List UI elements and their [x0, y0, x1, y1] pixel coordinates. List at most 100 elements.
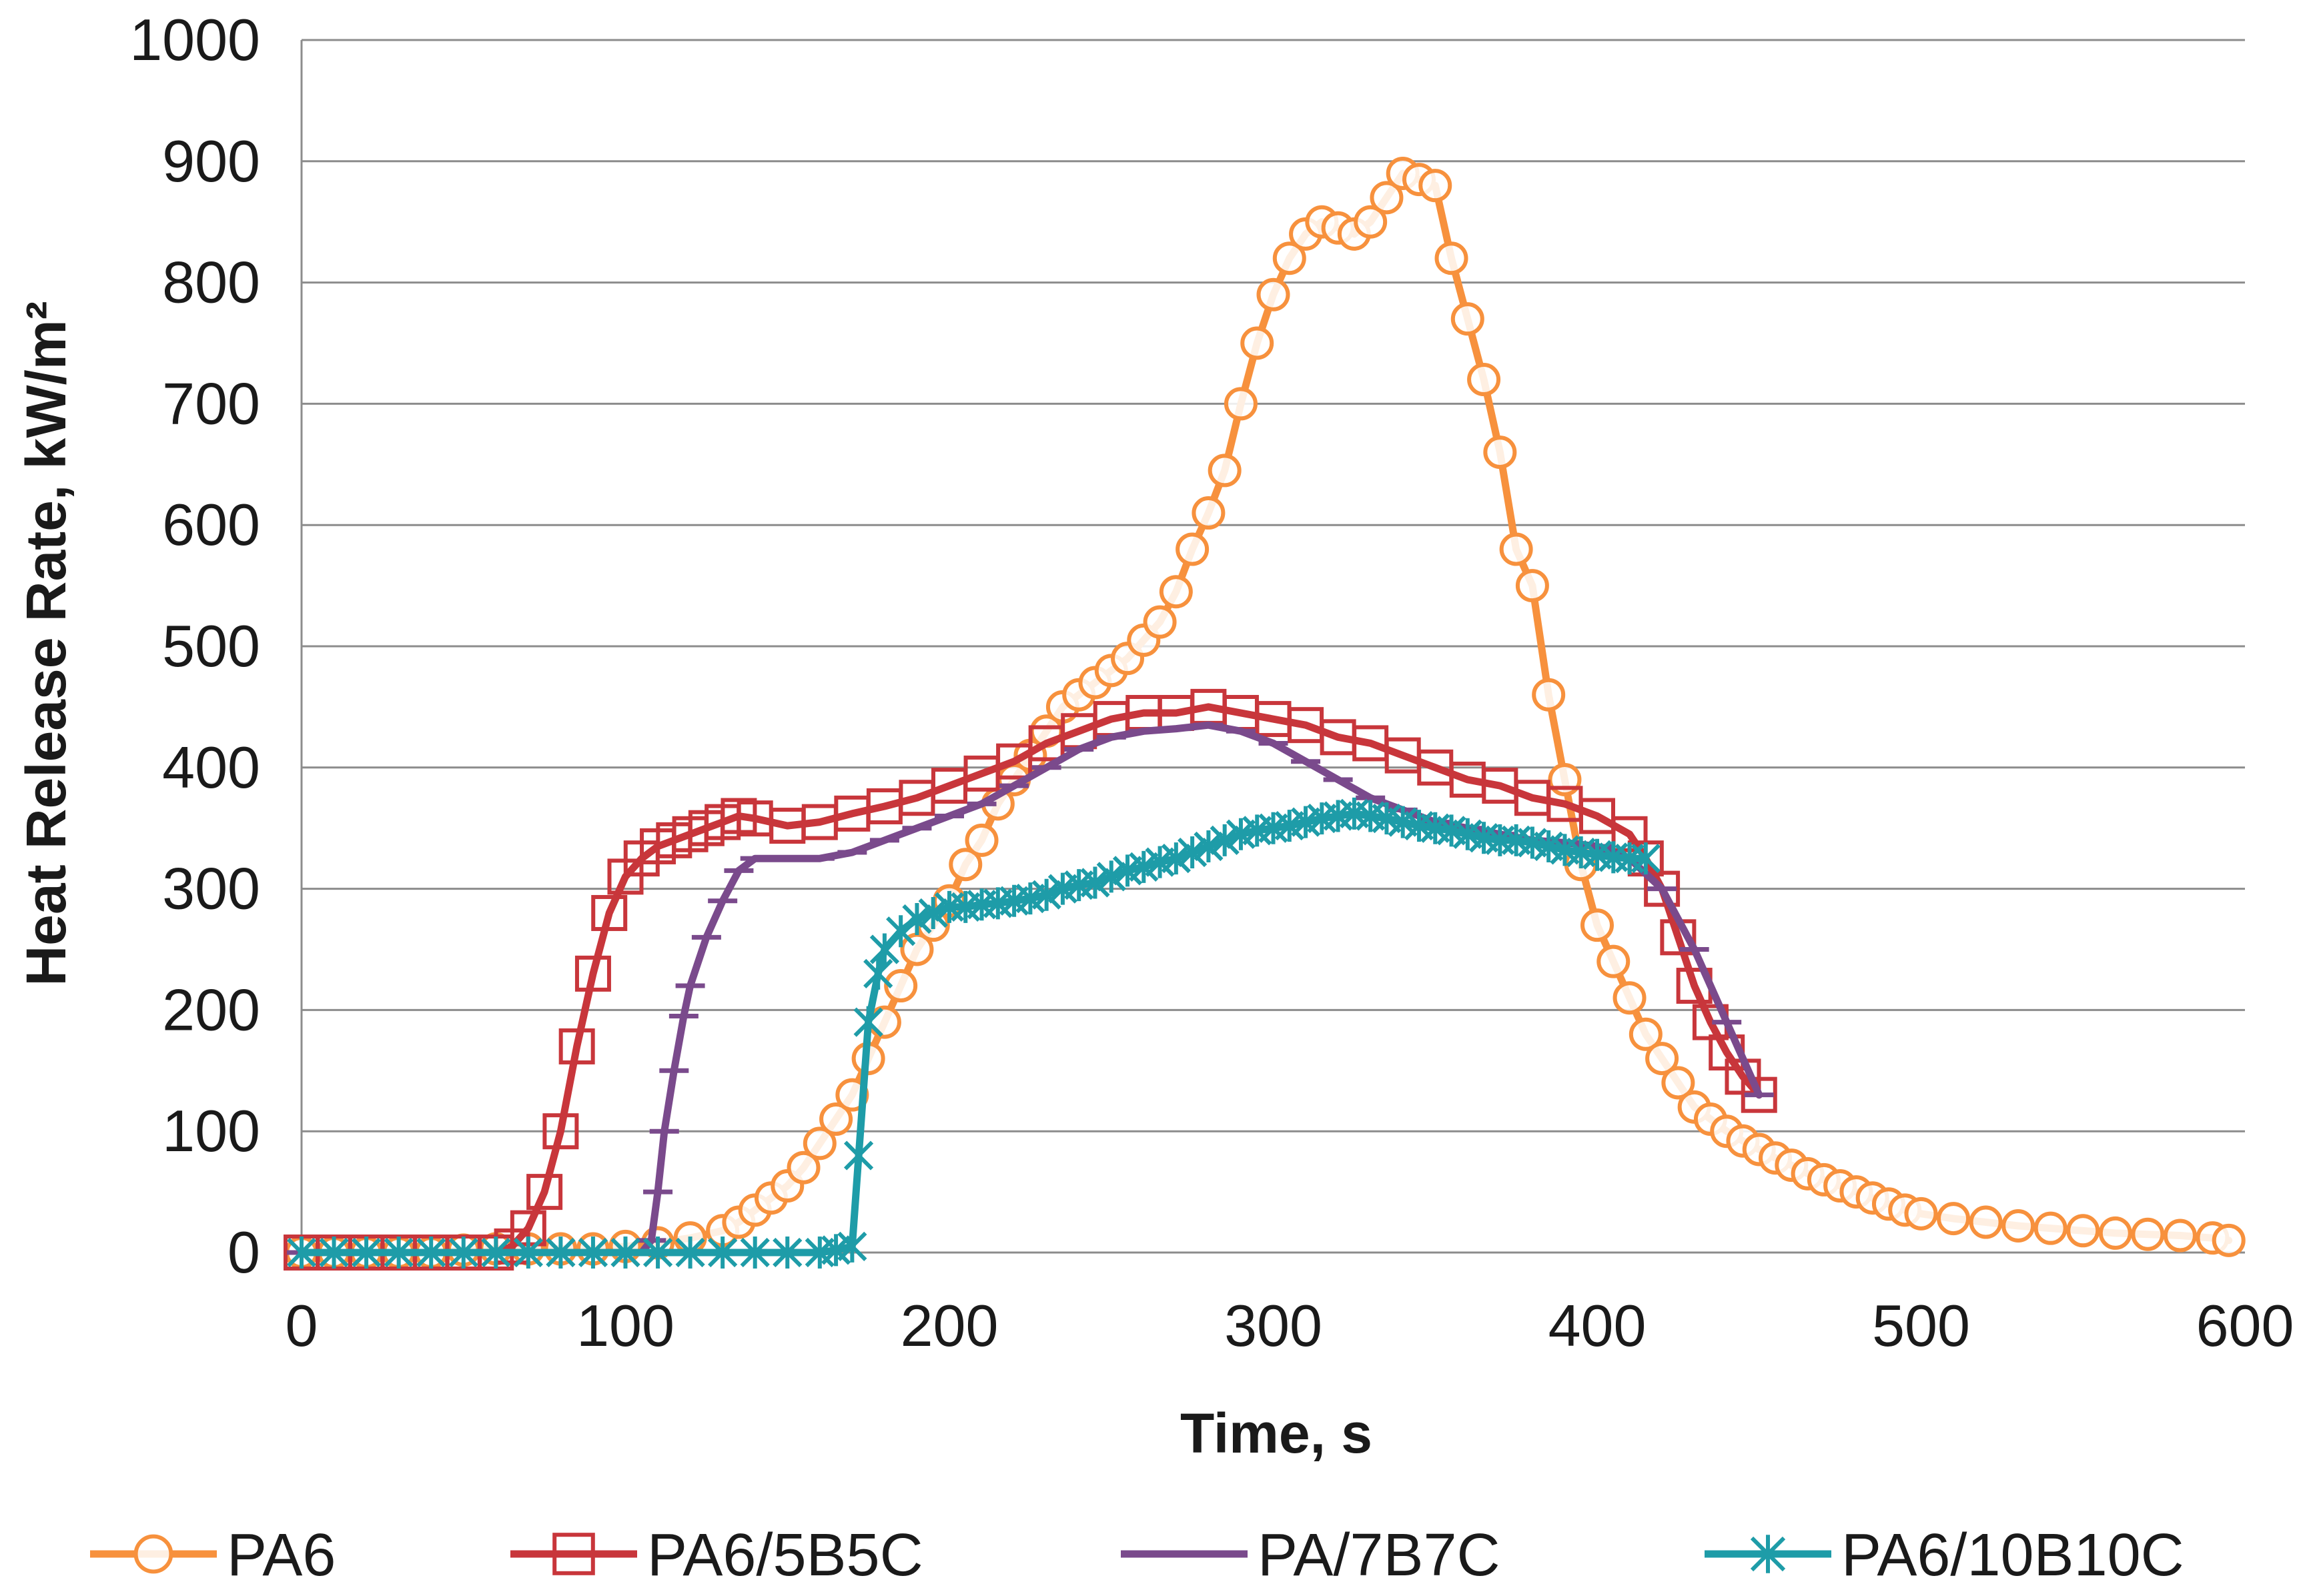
legend-label-pa-7b7c: PA/7B7C — [1258, 1522, 1500, 1589]
y-axis-title: Heat Release Rate, kW/m² — [15, 301, 77, 986]
legend-item-pa6-5b5c: PA6/5B5C — [510, 1522, 923, 1589]
marker-pa6-10b10c-15 — [773, 1237, 803, 1269]
marker-pa6-72 — [1661, 1066, 1695, 1100]
legend-swatch-marker-pa6-5b5c — [552, 1533, 595, 1575]
y-tick-label-1000: 1000 — [129, 7, 260, 73]
marker-pa6-97 — [2212, 1223, 2246, 1257]
y-tick-label-400: 400 — [162, 734, 260, 800]
marker-pa6-70 — [1629, 1017, 1663, 1051]
y-tick-label-800: 800 — [162, 249, 260, 315]
marker-pa6-19 — [803, 1126, 837, 1160]
marker-pa6-68 — [1596, 944, 1631, 978]
y-tick-label-300: 300 — [162, 856, 260, 922]
marker-pa6-10b10c-1 — [319, 1237, 349, 1269]
x-tick-label-100: 100 — [576, 1293, 674, 1359]
marker-pa6-10b10c-20 — [853, 1006, 883, 1038]
marker-pa6-53 — [1354, 205, 1388, 239]
marker-pa6-63 — [1515, 569, 1549, 603]
x-tick-label-0: 0 — [286, 1293, 318, 1359]
marker-pa6-10b10c-40 — [1161, 842, 1191, 875]
marker-pa6-87 — [1904, 1196, 1938, 1231]
marker-pa6-10b10c-4 — [416, 1237, 446, 1269]
marker-pa6-18 — [787, 1150, 821, 1184]
series-pa6-10b10c — [286, 797, 1661, 1269]
legend-swatch-marker-pa6-10b10c — [1750, 1535, 1786, 1573]
series-line-pa6-5b5c — [298, 703, 1763, 1257]
x-tick-label-200: 200 — [901, 1293, 999, 1359]
x-axis-title: Time, s — [1180, 1402, 1372, 1465]
marker-pa6-10b10c-11 — [642, 1237, 673, 1269]
marker-pa6-10b10c-8 — [546, 1237, 576, 1269]
marker-pa6-90 — [2001, 1209, 2035, 1243]
x-tick-labels: 0 100 200 300 400 500 600 — [286, 1293, 2294, 1359]
marker-pa6-5b5c-57 — [1741, 1076, 1777, 1113]
series-pa6 — [285, 156, 2246, 1269]
series-line-pa6-10b10c — [298, 810, 1650, 1257]
marker-pa6-10b10c-13 — [708, 1237, 738, 1269]
y-tick-label-500: 500 — [162, 613, 260, 679]
marker-pa6-88 — [1937, 1202, 1971, 1236]
marker-pa6-65 — [1548, 762, 1582, 796]
marker-pa6-10b10c-9 — [578, 1237, 608, 1269]
marker-pa6-94 — [2131, 1217, 2165, 1251]
marker-pa6-54 — [1370, 181, 1404, 215]
marker-pa6-5b5c-51 — [1644, 870, 1681, 907]
marker-pa6-10b10c-21 — [863, 957, 893, 990]
marker-pa6-95 — [2163, 1219, 2197, 1253]
marker-pa6-10b10c-41 — [1178, 836, 1208, 869]
marker-pa6-20 — [819, 1102, 853, 1136]
marker-pa6-61 — [1483, 436, 1517, 470]
y-tick-label-200: 200 — [162, 976, 260, 1042]
legend-label-pa6-5b5c: PA6/5B5C — [647, 1522, 923, 1589]
marker-pa6-92 — [2066, 1214, 2100, 1248]
marker-pa6-10b10c-6 — [481, 1237, 511, 1269]
y-tick-labels: 0 100 200 300 400 500 600 700 800 900 1000 — [129, 7, 260, 1285]
marker-pa6-89 — [1969, 1205, 2003, 1239]
marker-pa6-10b10c-5 — [448, 1237, 478, 1269]
marker-pa6-42 — [1176, 532, 1210, 566]
marker-pa6-58 — [1434, 241, 1468, 275]
x-tick-label-600: 600 — [2196, 1293, 2294, 1359]
marker-pa6-67 — [1580, 908, 1614, 942]
marker-pa6-57 — [1418, 169, 1452, 203]
y-tick-label-900: 900 — [162, 128, 260, 194]
marker-pa6-10b10c-38 — [1129, 850, 1159, 883]
marker-pa6-64 — [1532, 678, 1566, 712]
marker-pa6-91 — [2033, 1211, 2067, 1245]
gridlines — [302, 39, 2245, 1132]
marker-pa6-10b10c-24 — [902, 903, 932, 936]
marker-pa6-5b5c-10 — [542, 1113, 579, 1150]
marker-pa6-23 — [867, 1005, 901, 1039]
marker-pa6-10b10c-42 — [1194, 830, 1224, 862]
marker-pa6-10b10c-25 — [918, 896, 948, 929]
y-tick-label-600: 600 — [162, 492, 260, 558]
marker-pa6-10b10c-19 — [843, 1139, 874, 1172]
legend-label-pa6-10b10c: PA6/10B10C — [1841, 1522, 2184, 1589]
marker-pa6-10b10c-0 — [286, 1237, 317, 1269]
marker-pa6-47 — [1256, 277, 1290, 311]
series-line-pa-7b7c — [298, 721, 1763, 1257]
marker-pa6-10b10c-12 — [675, 1237, 705, 1269]
y-tick-label-100: 100 — [162, 1098, 260, 1164]
marker-pa6-10b10c-3 — [384, 1237, 414, 1269]
marker-pa6-10b10c-23 — [886, 915, 916, 948]
marker-pa6-41 — [1159, 575, 1193, 609]
marker-pa6-44 — [1208, 454, 1242, 488]
legend-item-pa6-10b10c: PA6/10B10C — [1705, 1522, 2184, 1589]
marker-pa6-24 — [884, 969, 918, 1003]
marker-pa6-43 — [1192, 496, 1226, 530]
y-tick-label-0: 0 — [227, 1219, 260, 1285]
x-tick-label-500: 500 — [1872, 1293, 1970, 1359]
x-tick-label-400: 400 — [1548, 1293, 1647, 1359]
legend-item-pa-7b7c: PA/7B7C — [1121, 1522, 1500, 1589]
marker-pa6-10b10c-10 — [610, 1237, 640, 1269]
marker-pa6-10b10c-69 — [1631, 842, 1661, 875]
marker-pa6-10b10c-35 — [1080, 866, 1110, 899]
legend-label-pa6: PA6 — [227, 1522, 336, 1589]
marker-pa6-5b5c-9 — [526, 1174, 563, 1211]
marker-pa6-69 — [1612, 981, 1647, 1015]
marker-pa6-5b5c-48 — [1579, 798, 1615, 834]
legend-item-pa6: PA6 — [90, 1522, 336, 1589]
marker-pa6-10b10c-18 — [837, 1230, 867, 1263]
